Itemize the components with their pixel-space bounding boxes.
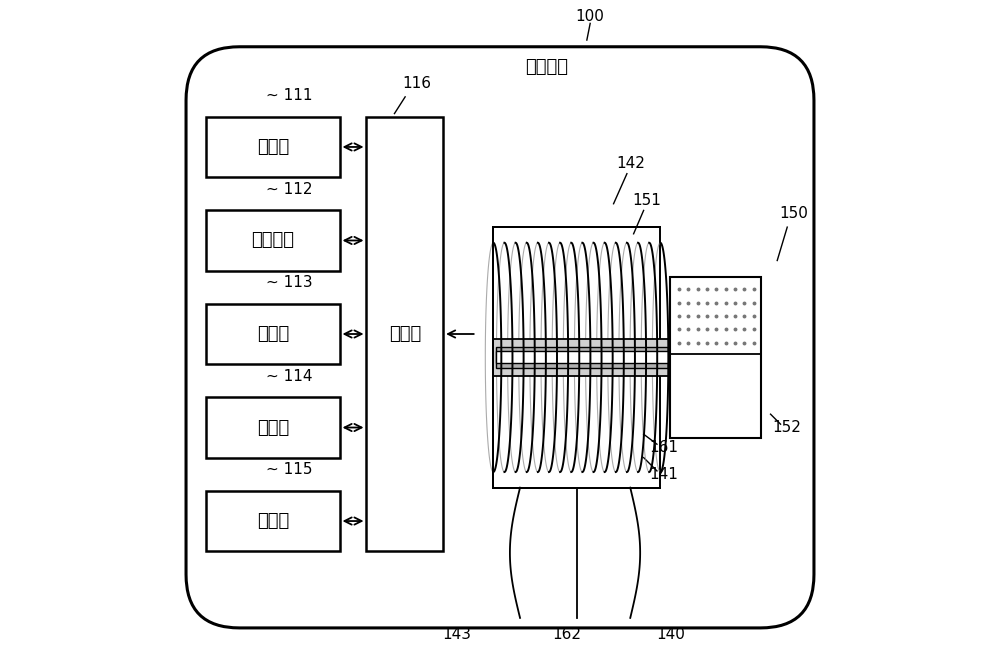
FancyBboxPatch shape — [670, 277, 761, 438]
Text: 141: 141 — [649, 467, 678, 482]
FancyBboxPatch shape — [366, 117, 443, 551]
Text: 151: 151 — [633, 193, 661, 208]
Text: 通信部: 通信部 — [257, 512, 289, 530]
Text: 162: 162 — [552, 627, 581, 642]
Text: ∼ 115: ∼ 115 — [266, 462, 312, 477]
FancyBboxPatch shape — [493, 339, 670, 375]
Text: 143: 143 — [442, 627, 471, 642]
Text: 存储部: 存储部 — [257, 419, 289, 436]
FancyBboxPatch shape — [206, 491, 340, 551]
Text: 通知部: 通知部 — [257, 325, 289, 343]
Text: 152: 152 — [773, 420, 802, 435]
Text: 161: 161 — [649, 440, 678, 455]
Text: ∼ 113: ∼ 113 — [266, 275, 312, 290]
FancyBboxPatch shape — [206, 117, 340, 177]
FancyBboxPatch shape — [496, 347, 668, 368]
Text: 电源部: 电源部 — [257, 138, 289, 156]
FancyBboxPatch shape — [206, 397, 340, 458]
Text: ∼ 112: ∼ 112 — [266, 182, 312, 196]
FancyBboxPatch shape — [206, 304, 340, 364]
Text: 150: 150 — [779, 206, 808, 221]
Text: 116: 116 — [402, 76, 431, 91]
Text: 140: 140 — [656, 627, 685, 642]
Text: ∼ 111: ∼ 111 — [266, 88, 312, 103]
Text: 吸引装置: 吸引装置 — [525, 58, 568, 75]
Text: 传感器部: 传感器部 — [251, 232, 294, 249]
Text: 控制部: 控制部 — [389, 325, 421, 343]
Text: ∼ 114: ∼ 114 — [266, 369, 312, 383]
Text: 100: 100 — [576, 9, 605, 24]
FancyBboxPatch shape — [496, 351, 700, 363]
Text: 142: 142 — [616, 156, 645, 171]
FancyBboxPatch shape — [206, 210, 340, 271]
FancyBboxPatch shape — [493, 227, 660, 488]
